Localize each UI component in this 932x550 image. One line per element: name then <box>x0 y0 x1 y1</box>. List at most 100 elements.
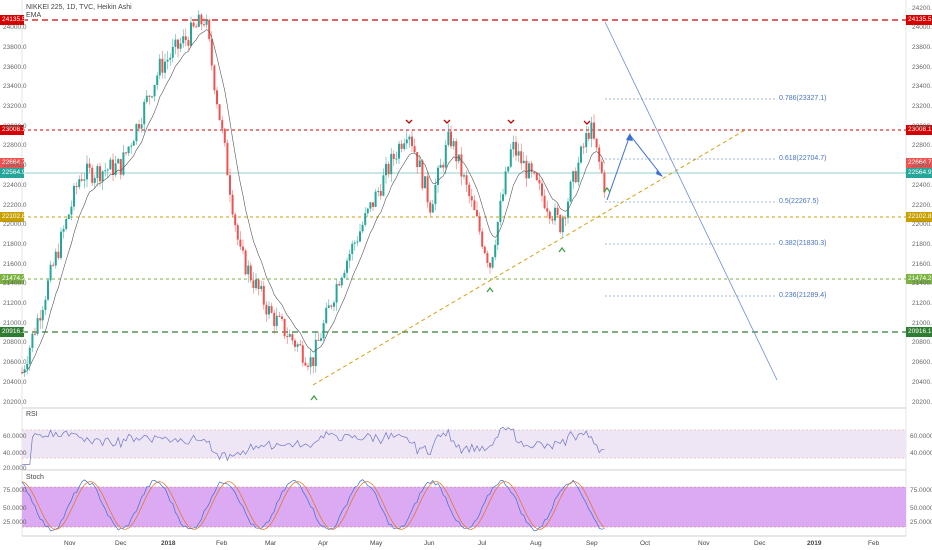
candle-body <box>525 160 528 179</box>
candle-body <box>374 191 377 207</box>
candle-body <box>88 163 91 168</box>
candle-body <box>400 143 403 149</box>
candle-body <box>265 304 268 315</box>
candle-body <box>236 225 239 240</box>
candle-body <box>145 95 148 102</box>
candle-body <box>340 277 343 286</box>
tag-right-mid-red: 23008.1 <box>906 125 932 135</box>
tag-right-price-red: 22664.7 <box>906 158 932 168</box>
candle-body <box>507 166 510 172</box>
stoch-d-line <box>21 481 605 530</box>
candle-body <box>424 176 426 189</box>
candle-body <box>398 143 400 159</box>
candle-body <box>234 214 237 226</box>
candle-body <box>577 162 580 183</box>
candle-body <box>54 251 57 266</box>
candle-body <box>595 138 598 148</box>
candle-body <box>535 173 538 181</box>
x-tick: Feb <box>868 540 880 547</box>
top-markers <box>405 119 591 125</box>
rsi-line <box>22 426 605 465</box>
candle-body <box>174 39 177 47</box>
candle-body <box>327 305 330 308</box>
candle-body <box>598 147 601 162</box>
candle-body <box>587 132 590 139</box>
candle-body <box>382 175 385 196</box>
ema-line <box>21 29 605 373</box>
tag-left-price-red: 22664.7 <box>0 158 26 168</box>
y-tick-right: 22800.0 <box>912 142 932 150</box>
candle-body <box>494 244 497 258</box>
candle-body <box>65 219 68 229</box>
candle-body <box>338 284 341 286</box>
tag-left-mid-red: 23008.1 <box>0 125 26 135</box>
x-tick: Apr <box>318 540 329 547</box>
candle-body <box>564 217 567 219</box>
candle-body <box>489 262 491 268</box>
candle-body <box>600 161 603 173</box>
candle-body <box>200 14 203 25</box>
candle-body <box>593 122 595 139</box>
y-tick-right: 20200.0 <box>912 398 932 406</box>
candle-body <box>231 194 234 215</box>
candle-body <box>49 264 52 281</box>
candle-body <box>343 272 346 278</box>
candle-body <box>127 146 130 154</box>
candle-body <box>346 260 348 273</box>
candle-body <box>317 339 320 341</box>
stoch-tick-25: 25.0000 <box>910 519 932 526</box>
y-tick-right: 21000.0 <box>912 319 932 327</box>
candle-body <box>197 14 200 27</box>
ema-indicator-label: EMA <box>26 12 42 19</box>
candle-body <box>582 146 585 148</box>
y-tick-left: 23600.0 <box>3 63 27 71</box>
rsi-band <box>22 430 906 458</box>
stoch-tick-75: 75.0000 <box>910 487 932 494</box>
fib-label-0786: 0.786(23327.1) <box>779 95 827 102</box>
candle-body <box>135 124 138 142</box>
x-tick: Oct <box>640 540 651 547</box>
y-tick-right: 23600.0 <box>912 63 932 71</box>
x-tick: 2018 <box>161 540 176 547</box>
candle-body <box>502 194 504 201</box>
candle-body <box>177 39 179 49</box>
tag-left-green-dark: 20916.1 <box>0 327 26 337</box>
candle-body <box>140 124 143 129</box>
candle-body <box>442 164 445 168</box>
candle-body <box>543 195 546 209</box>
candle-body <box>182 36 185 44</box>
candle-body <box>153 84 156 97</box>
candle-body <box>93 178 96 183</box>
y-tick-left: 20600.0 <box>3 359 27 367</box>
y-tick-left: 21600.0 <box>3 260 27 268</box>
candle-body <box>187 40 190 46</box>
candle-body <box>465 175 468 185</box>
candle-body <box>239 239 242 247</box>
candle-body <box>426 176 429 203</box>
symbol-header: NIKKEI 225, 1D, TVC, Heikin Ashi <box>26 4 132 11</box>
candle-body <box>491 257 494 268</box>
candle-body <box>359 231 361 242</box>
candle-body <box>291 334 294 341</box>
candle-body <box>52 264 55 266</box>
candle-body <box>450 131 452 147</box>
candle-body <box>504 171 507 195</box>
candle-body <box>73 185 75 207</box>
candle-body <box>91 167 94 183</box>
candle-body <box>421 160 424 189</box>
candle-body <box>80 179 83 181</box>
candle-body <box>205 19 208 25</box>
candle-body <box>522 160 525 164</box>
y-tick-right: 21400.0 <box>912 280 932 288</box>
y-tick-left: 23400.0 <box>3 83 27 91</box>
candle-body <box>387 163 390 175</box>
candle-body <box>348 253 351 261</box>
candle-body <box>486 253 489 263</box>
x-tick: Mar <box>265 540 277 547</box>
candle-body <box>366 208 369 214</box>
y-tick-right: 22400.0 <box>912 181 932 189</box>
candle-body <box>379 191 382 196</box>
candle-body <box>28 347 31 364</box>
candle-body <box>106 169 109 171</box>
